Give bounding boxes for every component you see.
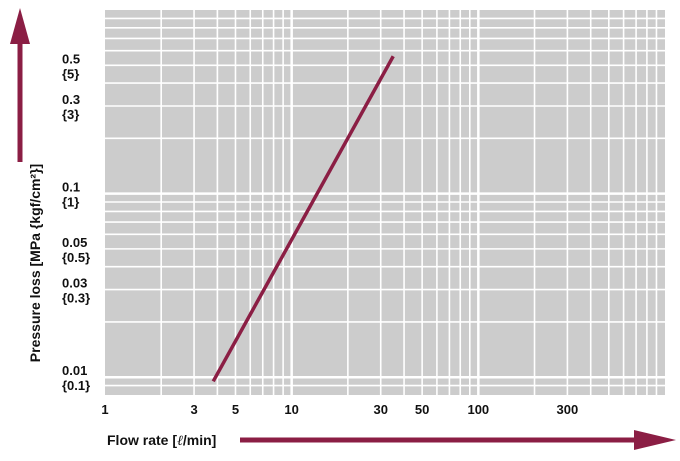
- y-tick-label: 0.3: [62, 92, 80, 107]
- x-tick-labels: 1 3 5 10 30 50 100 300: [101, 402, 578, 417]
- y-axis-label: Pressure loss [MPa {kgf/cm²}]: [27, 164, 43, 362]
- x-axis-arrow-head: [634, 430, 676, 450]
- x-axis-arrow-shaft: [240, 437, 640, 443]
- x-tick-label: 30: [373, 402, 387, 417]
- y-axis-arrow-shaft: [17, 40, 23, 162]
- x-tick-label: 300: [557, 402, 579, 417]
- x-tick-label: 3: [190, 402, 197, 417]
- series-group: [211, 55, 395, 383]
- grid-lines: [105, 10, 665, 395]
- y-tick-sublabel: {5}: [62, 66, 79, 81]
- y-tick-label: 0.1: [62, 180, 80, 195]
- y-tick-sublabel: {3}: [62, 107, 79, 122]
- x-axis-label-unit: ℓ: [177, 433, 183, 449]
- y-tick-label: 0.05: [62, 235, 87, 250]
- y-tick-label: 0.01: [62, 363, 87, 378]
- x-tick-label: 50: [415, 402, 429, 417]
- x-tick-label: 5: [232, 402, 239, 417]
- x-axis-label-suffix: /min]: [183, 432, 216, 448]
- y-tick-sublabel: {0.5}: [62, 250, 90, 265]
- x-axis-label: Flow rate [ℓ/min]: [107, 432, 216, 449]
- y-tick-labels: 0.5{5} 0.3{3} 0.1{1} 0.05{0.5} 0.03{0.3} 0.01…: [62, 51, 90, 393]
- y-tick-label: 0.5: [62, 51, 80, 66]
- y-axis-arrow-head: [10, 8, 30, 44]
- x-tick-label: 100: [467, 402, 489, 417]
- y-tick-sublabel: {1}: [62, 195, 79, 210]
- x-tick-label: 1: [101, 402, 108, 417]
- y-tick-label: 0.03: [62, 276, 87, 291]
- y-tick-sublabel: {0.1}: [62, 378, 90, 393]
- series-line: [211, 55, 395, 383]
- x-axis-label-prefix: Flow rate [: [107, 432, 177, 448]
- y-tick-sublabel: {0.3}: [62, 291, 90, 306]
- x-tick-label: 10: [284, 402, 298, 417]
